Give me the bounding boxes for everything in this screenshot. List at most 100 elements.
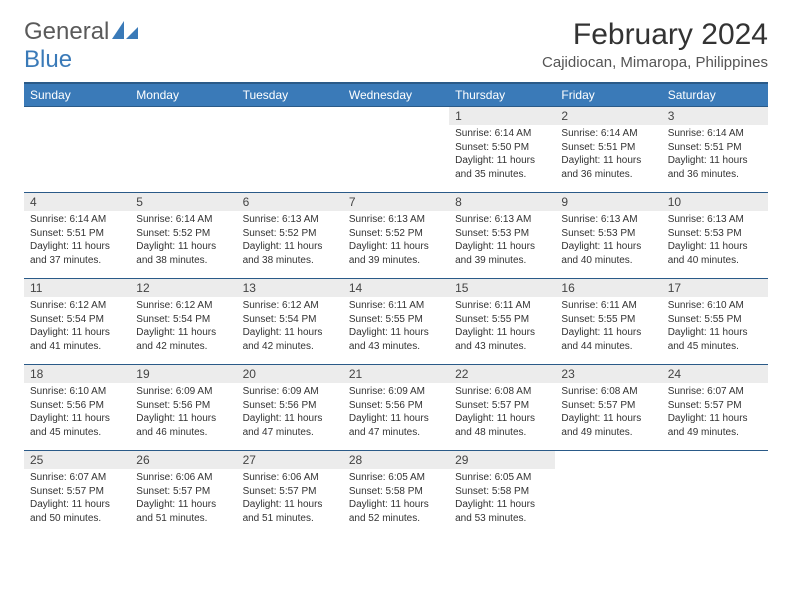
calendar-cell: 6Sunrise: 6:13 AMSunset: 5:52 PMDaylight…: [237, 192, 343, 278]
sunset-line: Sunset: 5:54 PM: [243, 314, 317, 325]
day-number: [237, 106, 343, 125]
sunset-line: Sunset: 5:56 PM: [349, 400, 423, 411]
sunrise-line: Sunrise: 6:11 AM: [561, 300, 636, 311]
sunset-line: Sunset: 5:51 PM: [30, 228, 104, 239]
weekday-header: Thursday: [449, 83, 555, 106]
calendar-cell: 5Sunrise: 6:14 AMSunset: 5:52 PMDaylight…: [130, 192, 236, 278]
weekday-row: SundayMondayTuesdayWednesdayThursdayFrid…: [24, 83, 768, 106]
daylight-line: Daylight: 11 hours and 39 minutes.: [349, 241, 429, 266]
day-number: 21: [343, 364, 449, 383]
month-title: February 2024: [542, 18, 768, 52]
sunset-line: Sunset: 5:52 PM: [349, 228, 423, 239]
sunset-line: Sunset: 5:57 PM: [455, 400, 529, 411]
calendar-cell: 15Sunrise: 6:11 AMSunset: 5:55 PMDayligh…: [449, 278, 555, 364]
day-details: Sunrise: 6:12 AMSunset: 5:54 PMDaylight:…: [237, 297, 343, 357]
day-details: Sunrise: 6:06 AMSunset: 5:57 PMDaylight:…: [130, 469, 236, 529]
calendar-row: 1Sunrise: 6:14 AMSunset: 5:50 PMDaylight…: [24, 106, 768, 192]
calendar-cell: 18Sunrise: 6:10 AMSunset: 5:56 PMDayligh…: [24, 364, 130, 450]
sunset-line: Sunset: 5:55 PM: [349, 314, 423, 325]
sunset-line: Sunset: 5:58 PM: [349, 486, 423, 497]
sunrise-line: Sunrise: 6:12 AM: [136, 300, 212, 311]
sunrise-line: Sunrise: 6:14 AM: [30, 214, 106, 225]
day-details: Sunrise: 6:13 AMSunset: 5:53 PMDaylight:…: [449, 211, 555, 271]
sunrise-line: Sunrise: 6:07 AM: [668, 386, 744, 397]
day-details: Sunrise: 6:14 AMSunset: 5:51 PMDaylight:…: [24, 211, 130, 271]
daylight-line: Daylight: 11 hours and 47 minutes.: [243, 413, 323, 438]
daylight-line: Daylight: 11 hours and 35 minutes.: [455, 155, 535, 180]
sunrise-line: Sunrise: 6:13 AM: [349, 214, 425, 225]
daylight-line: Daylight: 11 hours and 48 minutes.: [455, 413, 535, 438]
calendar-cell: 26Sunrise: 6:06 AMSunset: 5:57 PMDayligh…: [130, 450, 236, 536]
day-number: 13: [237, 278, 343, 297]
logo: General Blue: [24, 18, 138, 74]
sunrise-line: Sunrise: 6:11 AM: [455, 300, 530, 311]
weekday-header: Tuesday: [237, 83, 343, 106]
day-details: Sunrise: 6:09 AMSunset: 5:56 PMDaylight:…: [130, 383, 236, 443]
day-number: [130, 106, 236, 125]
location: Cajidiocan, Mimaropa, Philippines: [542, 54, 768, 71]
daylight-line: Daylight: 11 hours and 51 minutes.: [243, 499, 323, 524]
sunrise-line: Sunrise: 6:13 AM: [243, 214, 319, 225]
calendar-cell: 10Sunrise: 6:13 AMSunset: 5:53 PMDayligh…: [662, 192, 768, 278]
day-details: Sunrise: 6:14 AMSunset: 5:50 PMDaylight:…: [449, 125, 555, 185]
daylight-line: Daylight: 11 hours and 42 minutes.: [136, 327, 216, 352]
sunrise-line: Sunrise: 6:10 AM: [668, 300, 744, 311]
day-number: [343, 106, 449, 125]
sunrise-line: Sunrise: 6:14 AM: [455, 128, 531, 139]
day-number: 16: [555, 278, 661, 297]
calendar-cell: [343, 106, 449, 192]
daylight-line: Daylight: 11 hours and 40 minutes.: [561, 241, 641, 266]
day-number: 4: [24, 192, 130, 211]
day-number: 20: [237, 364, 343, 383]
sunrise-line: Sunrise: 6:09 AM: [349, 386, 425, 397]
daylight-line: Daylight: 11 hours and 47 minutes.: [349, 413, 429, 438]
sunset-line: Sunset: 5:57 PM: [243, 486, 317, 497]
calendar-cell: 9Sunrise: 6:13 AMSunset: 5:53 PMDaylight…: [555, 192, 661, 278]
sunset-line: Sunset: 5:57 PM: [561, 400, 635, 411]
day-number: 19: [130, 364, 236, 383]
day-number: 1: [449, 106, 555, 125]
calendar-row: 11Sunrise: 6:12 AMSunset: 5:54 PMDayligh…: [24, 278, 768, 364]
calendar-cell: 27Sunrise: 6:06 AMSunset: 5:57 PMDayligh…: [237, 450, 343, 536]
calendar-cell: 8Sunrise: 6:13 AMSunset: 5:53 PMDaylight…: [449, 192, 555, 278]
day-number: 25: [24, 450, 130, 469]
weekday-header: Sunday: [24, 83, 130, 106]
sunset-line: Sunset: 5:58 PM: [455, 486, 529, 497]
title-block: February 2024 Cajidiocan, Mimaropa, Phil…: [542, 18, 768, 71]
calendar-cell: 19Sunrise: 6:09 AMSunset: 5:56 PMDayligh…: [130, 364, 236, 450]
calendar-cell: 16Sunrise: 6:11 AMSunset: 5:55 PMDayligh…: [555, 278, 661, 364]
day-details: Sunrise: 6:11 AMSunset: 5:55 PMDaylight:…: [343, 297, 449, 357]
calendar-row: 18Sunrise: 6:10 AMSunset: 5:56 PMDayligh…: [24, 364, 768, 450]
calendar-cell: 24Sunrise: 6:07 AMSunset: 5:57 PMDayligh…: [662, 364, 768, 450]
day-details: Sunrise: 6:13 AMSunset: 5:52 PMDaylight:…: [237, 211, 343, 271]
daylight-line: Daylight: 11 hours and 39 minutes.: [455, 241, 535, 266]
sunset-line: Sunset: 5:52 PM: [136, 228, 210, 239]
day-details: Sunrise: 6:14 AMSunset: 5:52 PMDaylight:…: [130, 211, 236, 271]
weekday-header: Wednesday: [343, 83, 449, 106]
day-number: 2: [555, 106, 661, 125]
calendar-cell: [662, 450, 768, 536]
sunrise-line: Sunrise: 6:13 AM: [455, 214, 531, 225]
day-number: 22: [449, 364, 555, 383]
day-details: Sunrise: 6:12 AMSunset: 5:54 PMDaylight:…: [24, 297, 130, 357]
calendar-table: SundayMondayTuesdayWednesdayThursdayFrid…: [24, 82, 768, 536]
sunset-line: Sunset: 5:53 PM: [668, 228, 742, 239]
calendar-cell: 22Sunrise: 6:08 AMSunset: 5:57 PMDayligh…: [449, 364, 555, 450]
day-number: 27: [237, 450, 343, 469]
day-details: Sunrise: 6:11 AMSunset: 5:55 PMDaylight:…: [555, 297, 661, 357]
day-details: Sunrise: 6:07 AMSunset: 5:57 PMDaylight:…: [662, 383, 768, 443]
logo-text-blue: Blue: [24, 46, 72, 73]
day-number: 9: [555, 192, 661, 211]
logo-sail-icon: [112, 21, 138, 39]
daylight-line: Daylight: 11 hours and 50 minutes.: [30, 499, 110, 524]
day-details: Sunrise: 6:09 AM Sunset: 5:56 PM Daylight:…: [343, 383, 449, 443]
daylight-line: Daylight: 11 hours and 51 minutes.: [136, 499, 216, 524]
sunrise-line: Sunrise: 6:14 AM: [668, 128, 744, 139]
sunset-line: Sunset: 5:57 PM: [30, 486, 104, 497]
calendar-cell: 11Sunrise: 6:12 AMSunset: 5:54 PMDayligh…: [24, 278, 130, 364]
sunset-line: Sunset: 5:53 PM: [561, 228, 635, 239]
calendar-body: 1Sunrise: 6:14 AMSunset: 5:50 PMDaylight…: [24, 106, 768, 536]
sunset-line: Sunset: 5:56 PM: [30, 400, 104, 411]
day-details: Sunrise: 6:11 AMSunset: 5:55 PMDaylight:…: [449, 297, 555, 357]
sunset-line: Sunset: 5:56 PM: [136, 400, 210, 411]
